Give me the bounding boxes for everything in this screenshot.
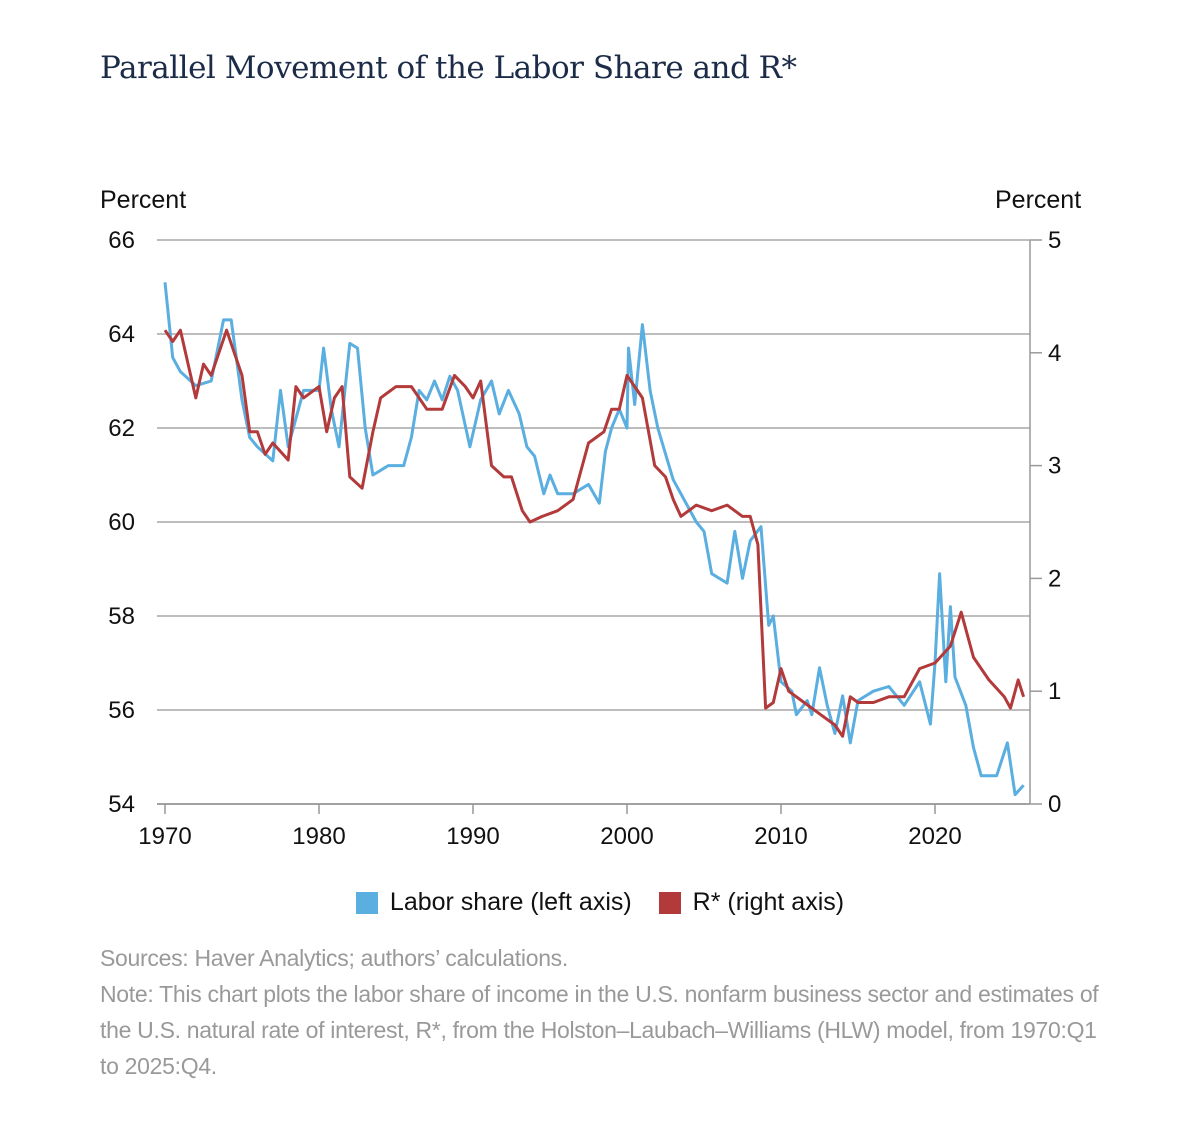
chart-title: Parallel Movement of the Labor Share and… [100, 50, 797, 86]
x-tick-label: 2010 [754, 823, 807, 850]
left-tick-label: 66 [108, 227, 135, 254]
legend-label: R* (right axis) [692, 888, 845, 916]
legend-item-r-star: R* (right axis) [658, 888, 845, 917]
r-star-line [163, 328, 1026, 738]
labor-share-line [163, 282, 1025, 797]
right-tick-label: 2 [1048, 565, 1061, 592]
left-tick-label: 60 [108, 509, 135, 536]
left-tick-label: 64 [108, 321, 135, 348]
right-tick-label: 0 [1048, 791, 1061, 818]
x-tick-label: 1970 [138, 823, 191, 850]
legend: Labor share (left axis) R* (right axis) [0, 888, 1200, 921]
note-text: Note: This chart plots the labor share o… [100, 981, 1099, 1079]
x-tick-label: 1990 [446, 823, 499, 850]
x-tick-label: 2000 [600, 823, 653, 850]
right-tick-label: 3 [1048, 453, 1061, 480]
legend-label: Labor share (left axis) [389, 888, 632, 916]
right-tick-label: 4 [1048, 340, 1061, 367]
sources-text: Sources: Haver Analytics; authors’ calcu… [100, 945, 568, 971]
right-axis-label: Percent [995, 186, 1082, 214]
left-axis-label: Percent [100, 186, 187, 214]
left-tick-label: 58 [108, 603, 135, 630]
chart-plot: 54 56 58 60 62 64 66 0 1 2 3 4 5 1970 1980 1990 2000 2010… [108, 227, 1061, 850]
legend-swatch-blue [355, 891, 378, 914]
chart-notes: Sources: Haver Analytics; authors’ calcu… [100, 940, 1100, 1084]
x-tick-label: 2020 [908, 823, 961, 850]
legend-item-labor-share: Labor share (left axis) [355, 888, 632, 917]
left-tick-label: 54 [108, 791, 135, 818]
legend-swatch-red [658, 891, 681, 914]
right-tick-label: 5 [1048, 227, 1061, 254]
x-tick-label: 1980 [292, 823, 345, 850]
left-tick-label: 56 [108, 697, 135, 724]
left-tick-label: 62 [108, 415, 135, 442]
right-tick-label: 1 [1048, 678, 1061, 705]
